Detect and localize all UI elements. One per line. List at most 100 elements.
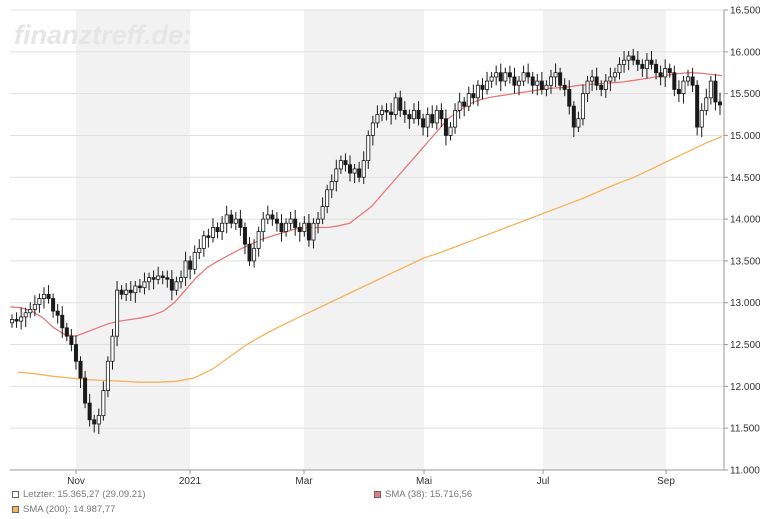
candle-body [188, 260, 193, 270]
candle [279, 214, 284, 242]
candle-body [41, 293, 46, 299]
candle [124, 283, 129, 302]
candle [338, 155, 343, 174]
candle [320, 197, 325, 225]
candle-body [183, 260, 188, 279]
candle [548, 69, 553, 94]
candle [147, 272, 152, 291]
candle [489, 71, 494, 88]
candle [558, 67, 563, 91]
candle-body [270, 214, 275, 220]
candle-body [274, 218, 279, 224]
candle-body [649, 59, 654, 65]
candle-body [430, 114, 435, 124]
candle-body [256, 231, 261, 249]
candle [348, 155, 353, 182]
candle-body [124, 289, 129, 295]
candle-body [562, 84, 567, 90]
candle [539, 71, 544, 95]
candle [297, 222, 302, 242]
candle [293, 209, 298, 236]
candle-body [64, 327, 69, 337]
candle [64, 322, 69, 342]
candle-body [128, 289, 133, 294]
candle [229, 209, 234, 229]
grid-lines [10, 9, 724, 471]
candle [206, 228, 211, 248]
candle [603, 73, 608, 98]
candle [535, 73, 540, 96]
candle-body [147, 277, 152, 283]
candle [224, 205, 229, 234]
x-tick-label: Jul [537, 476, 550, 487]
y-tick-label: 13.000 [730, 298, 760, 309]
candle-body [201, 235, 206, 249]
candle [375, 105, 380, 128]
candle [439, 103, 444, 128]
candle-body [695, 84, 700, 128]
candle-body [279, 222, 284, 233]
candle-body [338, 160, 343, 170]
candle-body [370, 122, 375, 136]
candle [608, 67, 613, 92]
candle [242, 222, 247, 255]
candle-body [51, 298, 56, 312]
candle [667, 63, 672, 78]
candle-body [229, 214, 234, 224]
candle-body [457, 101, 462, 111]
candle [55, 303, 60, 324]
candle-body [105, 360, 110, 391]
candle-body [544, 84, 549, 90]
candle [443, 109, 448, 146]
candle [247, 237, 252, 266]
candle-body [320, 206, 325, 220]
candle-body [548, 76, 553, 86]
candle [19, 307, 24, 330]
candle [210, 218, 215, 243]
candle-body [23, 312, 28, 318]
candle [503, 67, 508, 87]
candle [270, 209, 275, 226]
y-tick-label: 12.500 [730, 340, 760, 351]
legend-sma200-swatch [12, 506, 19, 513]
candle-body [475, 84, 480, 99]
candle-body [686, 76, 691, 82]
candle-body [28, 309, 33, 314]
candle [370, 115, 375, 146]
candle-body [19, 316, 24, 322]
candle [220, 216, 225, 240]
candle-body [713, 80, 718, 103]
candle-body [119, 289, 124, 295]
candle-body [293, 218, 298, 228]
candle-body [60, 314, 65, 329]
candle-body [165, 277, 170, 280]
candle [41, 287, 46, 309]
candle-body [535, 80, 540, 86]
sma200-path [17, 135, 723, 383]
candle-body [206, 235, 211, 238]
candle [457, 92, 462, 119]
candle [201, 230, 206, 257]
candle [571, 101, 576, 138]
candle-body [622, 59, 627, 65]
candle [594, 67, 599, 91]
candle-body [585, 80, 590, 95]
candle-body [142, 281, 147, 289]
candle [46, 285, 51, 304]
candle-body [425, 114, 430, 128]
candle [215, 222, 220, 239]
candle-body [594, 76, 599, 86]
candles [9, 48, 723, 435]
candle [357, 161, 362, 183]
candle [393, 92, 398, 120]
candle-body [434, 109, 439, 124]
candle-body [485, 80, 490, 90]
candle-body [503, 72, 508, 82]
candle-body [46, 293, 51, 299]
candle [658, 65, 663, 86]
candle-body [471, 93, 476, 99]
watermark: finanztreff.de: [14, 20, 192, 50]
candle [73, 335, 78, 370]
candle-body [448, 126, 453, 136]
candle [544, 80, 549, 97]
